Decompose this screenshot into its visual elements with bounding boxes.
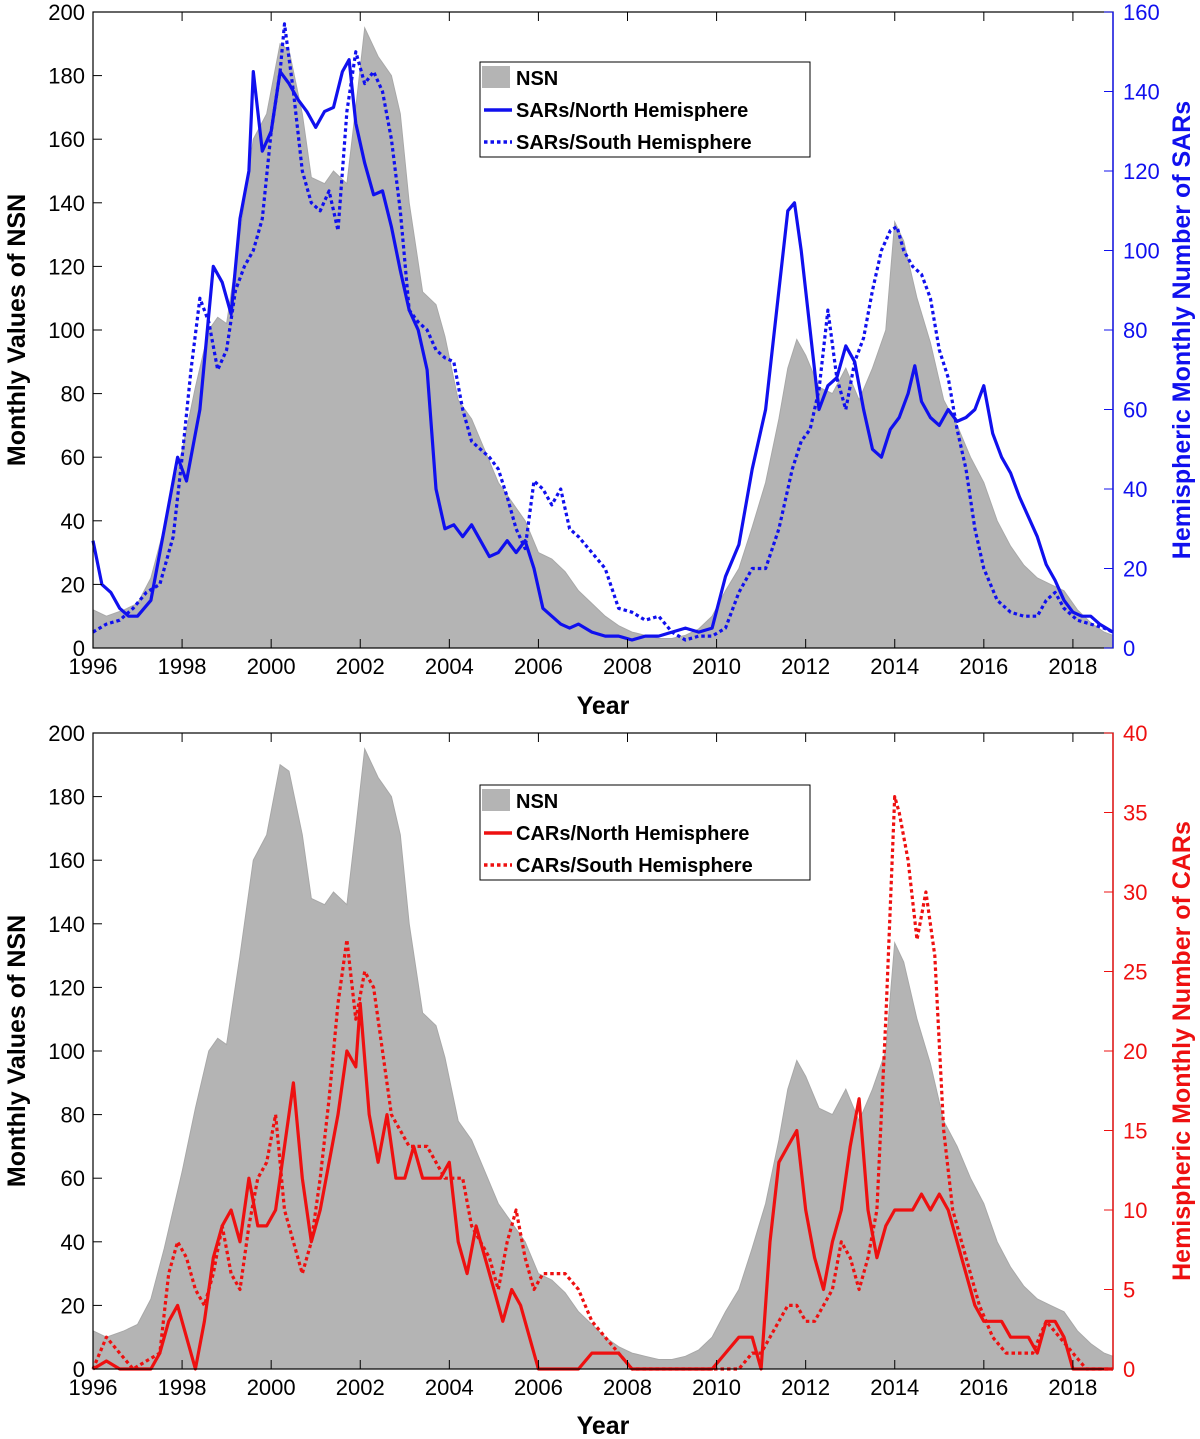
y2-tick-label: 80 [1123,318,1147,343]
y-tick-label: 160 [48,848,85,873]
y2-tick-label: 40 [1123,477,1147,502]
y-tick-label: 60 [61,1166,85,1191]
y-tick-label: 80 [61,1103,85,1128]
x-tick-label: 2016 [959,1375,1008,1400]
legend-swatch-nsn [482,789,510,811]
plot-area-cars [91,747,1114,1371]
legend-cars: NSN CARs/North Hemisphere CARs/South Hem… [479,784,811,881]
legend-label-nsn: NSN [516,791,558,813]
series-line-north-hemisphere [91,58,1114,642]
y-tick-label: 100 [48,1039,85,1064]
x-tick-label: 2014 [870,654,919,679]
y-tick-label: 20 [61,572,85,597]
y2-tick-label: 160 [1123,0,1160,25]
y2-tick-label: 120 [1123,159,1160,184]
y-tick-label: 40 [61,1230,85,1255]
y2-tick-label: 20 [1123,1039,1147,1064]
y2-tick-label: 35 [1123,801,1147,826]
legend-sars: NSN SARs/North Hemisphere SARs/South Hem… [479,61,811,158]
y2-tick-label: 30 [1123,880,1147,905]
y-tick-label: 160 [48,127,85,152]
x-axis-label: Year [577,1412,630,1439]
x-tick-label: 2004 [425,654,474,679]
y-tick-label: 120 [48,975,85,1000]
x-tick-label: 1996 [69,654,118,679]
x-tick-label: 1998 [158,654,207,679]
y-tick-label: 0 [73,636,85,661]
x-tick-label: 2018 [1048,1375,1097,1400]
y-tick-label: 100 [48,318,85,343]
x-tick-label: 2002 [336,1375,385,1400]
legend-label-cars-south: CARs/South Hemisphere [516,855,753,877]
x-tick-label: 2010 [692,654,741,679]
y-tick-label: 80 [61,382,85,407]
x-tick-label: 1998 [158,1375,207,1400]
y2-tick-label: 0 [1123,1357,1135,1382]
y2-tick-label: 40 [1123,721,1147,746]
y-tick-label: 200 [48,721,85,746]
legend-label-nsn: NSN [516,68,558,90]
chart-panel-sars: 1996 1998 2000 2002 2004 2006 2008 2010 2012 2014… [3,0,1196,720]
x-tick-label: 1996 [69,1375,118,1400]
legend-box [479,61,811,158]
y-tick-label: 40 [61,509,85,534]
y2-tick-label: 0 [1123,636,1135,661]
x-tick-label: 2012 [781,1375,830,1400]
x-tick-label: 2008 [603,1375,652,1400]
legend-label-sars-north: SARs/North Hemisphere [516,100,748,122]
y-tick-label: 0 [73,1357,85,1382]
y-tick-label: 180 [48,64,85,89]
legend-swatch-nsn [482,66,510,88]
legend-label-sars-south: SARs/South Hemisphere [516,132,752,154]
y2-tick-label: 20 [1123,557,1147,582]
y-axis-label: Monthly Values of NSN [3,915,31,1187]
nsn-area [92,747,1114,1370]
x-tick-label: 2016 [959,654,1008,679]
y-tick-label: 20 [61,1293,85,1318]
plot-area-sars [91,22,1114,649]
x-tick-label: 2004 [425,1375,474,1400]
y2-tick-label: 25 [1123,960,1147,985]
y-tick-label: 140 [48,191,85,216]
y-tick-label: 140 [48,912,85,937]
x-tick-label: 2006 [514,1375,563,1400]
y2-tick-label: 15 [1123,1119,1147,1144]
y2-axis-label: Hemispheric Monthly Number of SARs [1168,101,1196,559]
x-tick-label: 2006 [514,654,563,679]
series-line-south-hemisphere [92,22,1114,642]
chart-panel-cars: 1996 1998 2000 2002 2004 2006 2008 2010 2012 2014… [3,721,1196,1439]
x-tick-label: 2014 [870,1375,919,1400]
y-axis-label: Monthly Values of NSN [3,194,31,466]
y-tick-label: 120 [48,254,85,279]
x-tick-label: 2008 [603,654,652,679]
y2-axis-label: Hemispheric Monthly Number of CARs [1168,821,1196,1281]
x-tick-label: 2010 [692,1375,741,1400]
y2-tick-label: 60 [1123,398,1147,423]
x-tick-label: 2018 [1048,654,1097,679]
y2-tick-label: 140 [1123,80,1160,105]
y-tick-label: 180 [48,785,85,810]
x-tick-label: 2000 [247,654,296,679]
x-tick-label: 2012 [781,654,830,679]
axis-ticks-cars: 1996 1998 2000 2002 2004 2006 2008 2010 2012 2014… [48,721,1147,1400]
y2-tick-label: 5 [1123,1278,1135,1303]
y-tick-label: 200 [48,0,85,25]
y2-tick-label: 10 [1123,1198,1147,1223]
legend-box [479,784,811,881]
x-tick-label: 2000 [247,1375,296,1400]
axis-ticks-sars: 1996 1998 2000 2002 2004 2006 2008 2010 2012 2014… [48,0,1159,679]
series-line-north-hemisphere [92,1001,1113,1371]
y-tick-label: 60 [61,445,85,470]
y2-tick-label: 100 [1123,239,1160,264]
series-line-south-hemisphere [91,794,1113,1371]
x-axis-label: Year [577,692,630,720]
x-tick-label: 2002 [336,654,385,679]
legend-label-cars-north: CARs/North Hemisphere [516,823,749,845]
